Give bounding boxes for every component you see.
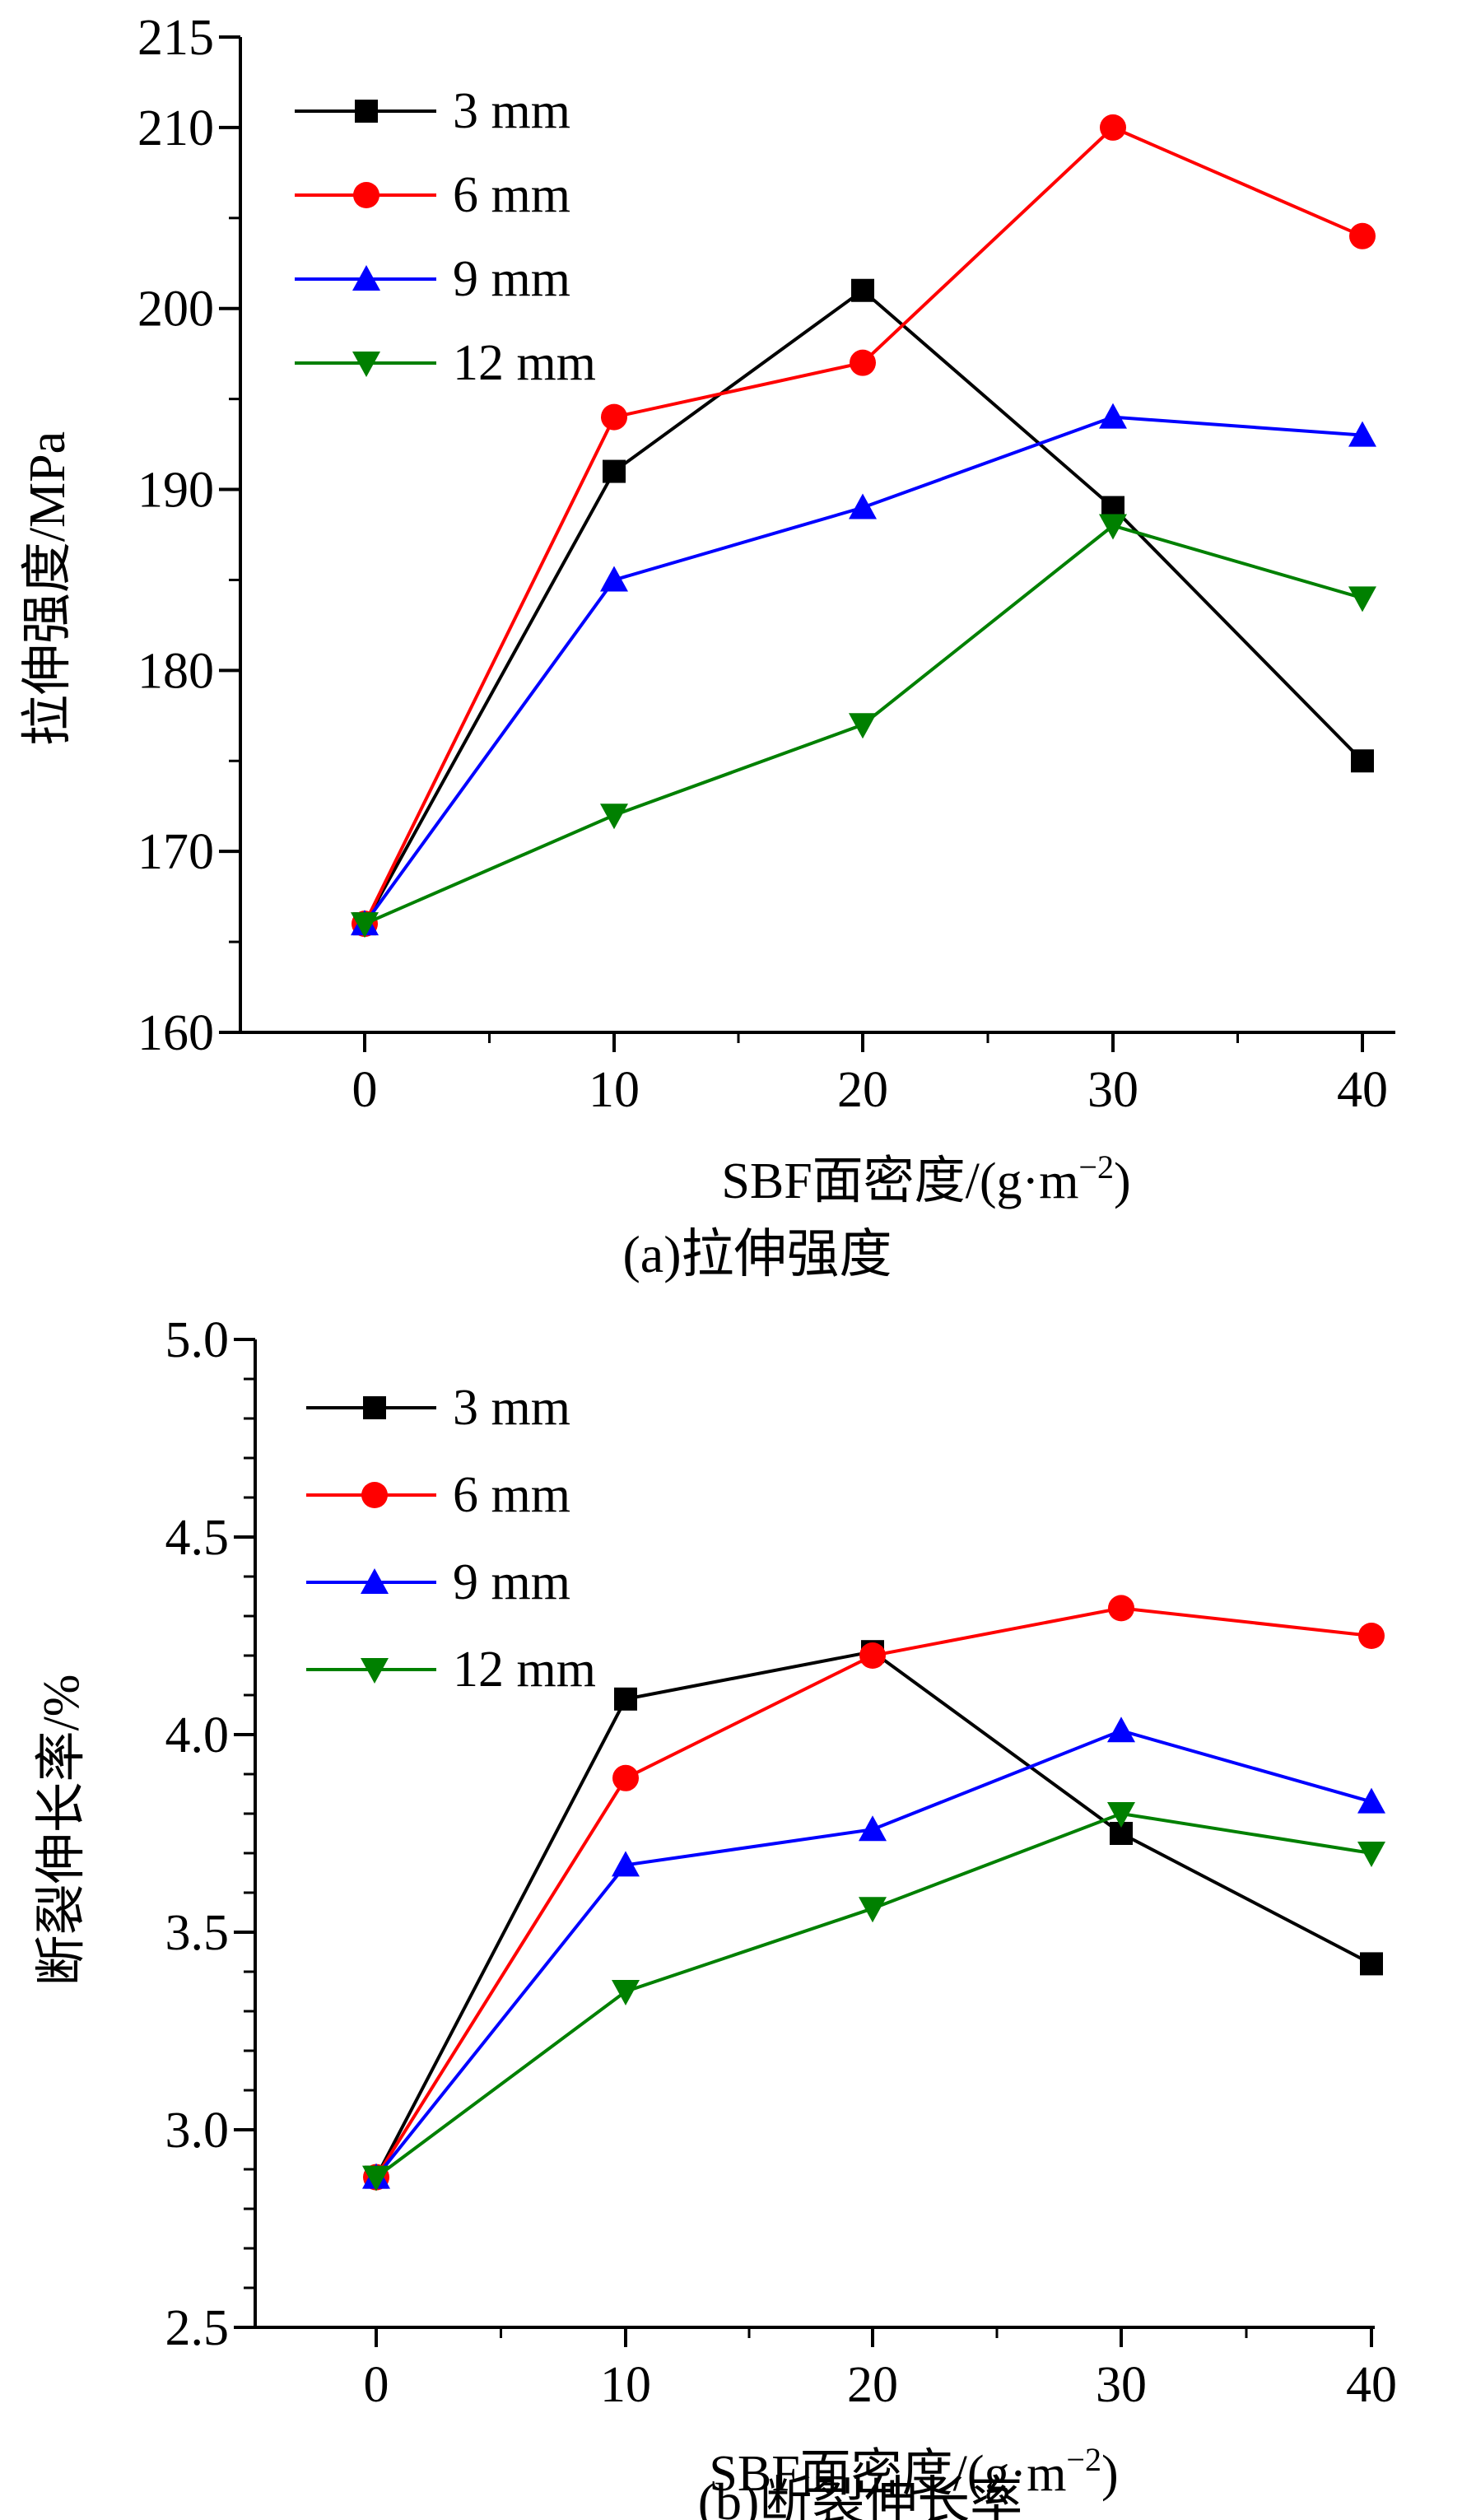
x-tick-label: 10 — [600, 2357, 651, 2413]
chart-b-xlabel-close: ) — [1101, 2446, 1119, 2502]
chart-b-xlabel-sup: −2 — [1066, 2441, 1101, 2478]
x-tick-label: 20 — [847, 2357, 898, 2413]
chart-a-axes — [239, 37, 1395, 1034]
data-point — [1099, 403, 1127, 429]
data-point — [859, 1642, 886, 1669]
x-tick-label: 10 — [589, 1062, 640, 1118]
chart-a-xlabel-sup: −2 — [1078, 1148, 1114, 1185]
chart-a: 160 170 180 190 200 210 215 0 10 20 30 40 3 mm 6 mm 9… — [20, 10, 1395, 1283]
data-point — [1349, 222, 1376, 249]
chart-a-series — [351, 114, 1376, 939]
y-tick-label: 2.5 — [165, 2300, 230, 2356]
data-point — [1107, 1716, 1135, 1743]
y-tick-label: 215 — [137, 10, 214, 66]
legend-marker — [361, 1568, 389, 1594]
data-point — [859, 1897, 887, 1923]
x-tick-label: 30 — [1096, 2357, 1147, 2413]
legend-label: 6 mm — [453, 167, 570, 223]
chart-b-xlabel-main: SBF面密度/(g·m — [709, 2446, 1066, 2502]
x-tick-label: 0 — [352, 1062, 378, 1118]
y-tick-label: 210 — [137, 100, 214, 156]
legend-label: 9 mm — [453, 1554, 570, 1610]
chart-a-xlabel: SBF面密度/(g·m−2) — [721, 1148, 1130, 1209]
data-point — [1108, 1595, 1134, 1622]
data-point — [1360, 1952, 1383, 1976]
chart-b-legend: 3 mm 6 mm 9 mm 12 mm — [306, 1380, 596, 1698]
data-point — [1357, 1787, 1385, 1814]
y-tick-label: 180 — [137, 643, 214, 699]
data-point — [351, 912, 379, 939]
chart-a-ylabel: 拉伸强度/MPa — [20, 431, 76, 746]
y-tick-label: 3.0 — [165, 2103, 230, 2159]
legend-label: 6 mm — [453, 1467, 570, 1523]
legend-label: 3 mm — [453, 83, 570, 139]
legend-label: 3 mm — [453, 1380, 570, 1436]
x-tick-label: 0 — [364, 2357, 389, 2413]
data-point — [849, 713, 877, 739]
legend-marker — [361, 1482, 388, 1508]
chart-a-legend: 3 mm 6 mm 9 mm 12 mm — [295, 83, 596, 391]
legend-label: 9 mm — [453, 251, 570, 307]
legend-marker — [361, 1658, 389, 1684]
chart-b-caption: (b)断裂伸长率 — [698, 2472, 1023, 2520]
legend-label: 12 mm — [453, 335, 596, 391]
y-tick-label: 160 — [137, 1005, 214, 1061]
data-point — [851, 278, 874, 302]
legend-marker — [363, 1396, 386, 1419]
x-tick-label: 30 — [1087, 1062, 1138, 1118]
data-point — [362, 2165, 390, 2192]
chart-b-axes — [254, 1339, 1375, 2329]
y-tick-label: 170 — [137, 824, 214, 880]
data-point — [1348, 586, 1376, 613]
data-point — [1100, 114, 1126, 141]
y-tick-label: 3.5 — [165, 1905, 230, 1961]
data-point — [1348, 421, 1376, 447]
data-point — [850, 349, 876, 376]
data-point — [600, 566, 628, 592]
data-point — [1107, 1802, 1135, 1828]
data-point — [1358, 1623, 1385, 1649]
data-point — [614, 1687, 637, 1711]
y-tick-label: 200 — [137, 282, 214, 338]
legend-marker — [355, 100, 378, 123]
data-point — [1351, 749, 1374, 773]
x-tick-label: 40 — [1346, 2357, 1397, 2413]
y-tick-label: 4.0 — [165, 1707, 230, 1763]
data-point — [612, 1764, 639, 1791]
chart-a-caption: (a)拉伸强度 — [622, 1225, 892, 1283]
data-point — [1357, 1842, 1385, 1867]
y-tick-label: 4.5 — [165, 1510, 230, 1566]
chart-a-xlabel-close: ) — [1114, 1153, 1131, 1209]
chart-a-xlabel-main: SBF面密度/(g·m — [721, 1153, 1078, 1209]
y-tick-label: 190 — [137, 463, 214, 519]
chart-b-xlabel: SBF面密度/(g·m−2) — [709, 2441, 1118, 2502]
legend-marker — [352, 352, 380, 377]
data-point — [600, 804, 628, 830]
chart-b-ylabel: 断裂伸长率/% — [34, 1675, 90, 1987]
legend-marker — [353, 182, 379, 208]
data-point — [859, 1815, 887, 1842]
x-tick-label: 40 — [1337, 1062, 1388, 1118]
x-tick-label: 20 — [837, 1062, 888, 1118]
y-tick-label: 5.0 — [165, 1312, 230, 1368]
data-point — [612, 1851, 640, 1877]
data-point — [849, 493, 877, 519]
legend-label: 12 mm — [453, 1642, 596, 1698]
legend-marker — [352, 265, 380, 291]
data-point — [601, 403, 627, 431]
data-point — [612, 1980, 640, 2005]
data-point — [1099, 514, 1127, 540]
chart-b-series — [362, 1595, 1385, 2192]
chart-b: 2.5 3.0 3.5 4.0 4.5 5.0 0 10 20 30 40 3 mm 6 mm 9 mm… — [34, 1312, 1397, 2520]
chart-b-ticks: 2.5 3.0 3.5 4.0 4.5 5.0 0 10 20 30 40 — [165, 1312, 1398, 2413]
chart-a-ticks: 160 170 180 190 200 210 215 0 10 20 30 40 — [137, 10, 1388, 1118]
data-point — [603, 459, 626, 483]
